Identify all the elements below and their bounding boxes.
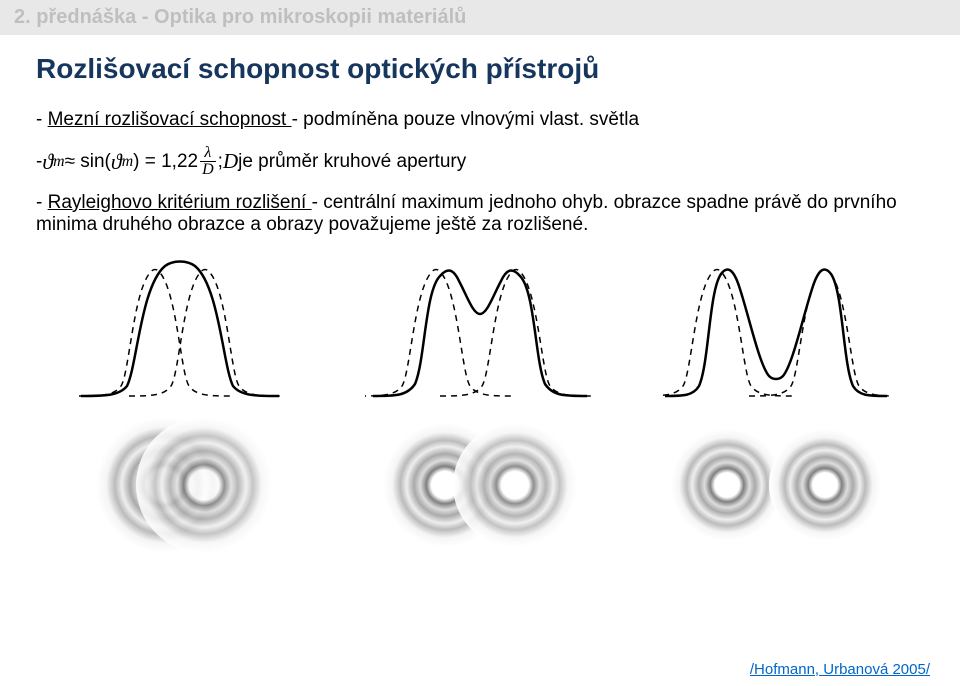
peaks-unresolved	[69, 246, 299, 406]
eq-lambda: λ	[202, 145, 213, 161]
line1-rest: - podmíněna pouze vlnovými vlast. světla	[292, 109, 639, 130]
eq-approx: ≈ sin(	[65, 151, 111, 173]
eq-sub2: m	[122, 153, 133, 171]
line3-underlined: Rayleighovo kritérium rozlišení	[48, 192, 312, 213]
airy-row	[36, 410, 924, 560]
page-title: Rozlišovací schopnost optických přístroj…	[36, 53, 924, 85]
airy-unresolved	[69, 410, 299, 560]
content-area: Rozlišovací schopnost optických přístroj…	[0, 35, 960, 560]
airy-rayleigh	[365, 410, 595, 560]
eq-sub1: m	[53, 153, 64, 171]
line-1: - Mezní rozlišovací schopnost - podmíněn…	[36, 109, 924, 131]
airy-resolved	[661, 410, 891, 560]
eq-rest: je průměr kruhové apertury	[238, 151, 466, 173]
lecture-header: 2. přednáška - Optika pro mikroskopii ma…	[0, 0, 960, 35]
eq-D-var: D	[223, 149, 238, 174]
peaks-resolved	[661, 246, 891, 406]
line-3: - Rayleighovo kritérium rozlišení - cent…	[36, 192, 924, 236]
peaks-row	[36, 246, 924, 406]
line1-underlined: Mezní rozlišovací schopnost	[48, 109, 292, 130]
eq-close: ) = 1,22	[133, 151, 198, 173]
line3-prefix: -	[36, 192, 48, 213]
line1-prefix: -	[36, 109, 48, 130]
eq-fraction: λ D	[200, 145, 216, 178]
peaks-rayleigh	[365, 246, 595, 406]
equation-line: - ϑm ≈ sin( ϑm ) = 1,22 λ D ; D je průmě…	[36, 145, 924, 178]
citation-link[interactable]: /Hofmann, Urbanová 2005/	[750, 661, 930, 678]
eq-D-den: D	[200, 161, 216, 178]
eq-theta2: ϑ	[111, 149, 122, 175]
eq-theta1: ϑ	[42, 149, 53, 175]
